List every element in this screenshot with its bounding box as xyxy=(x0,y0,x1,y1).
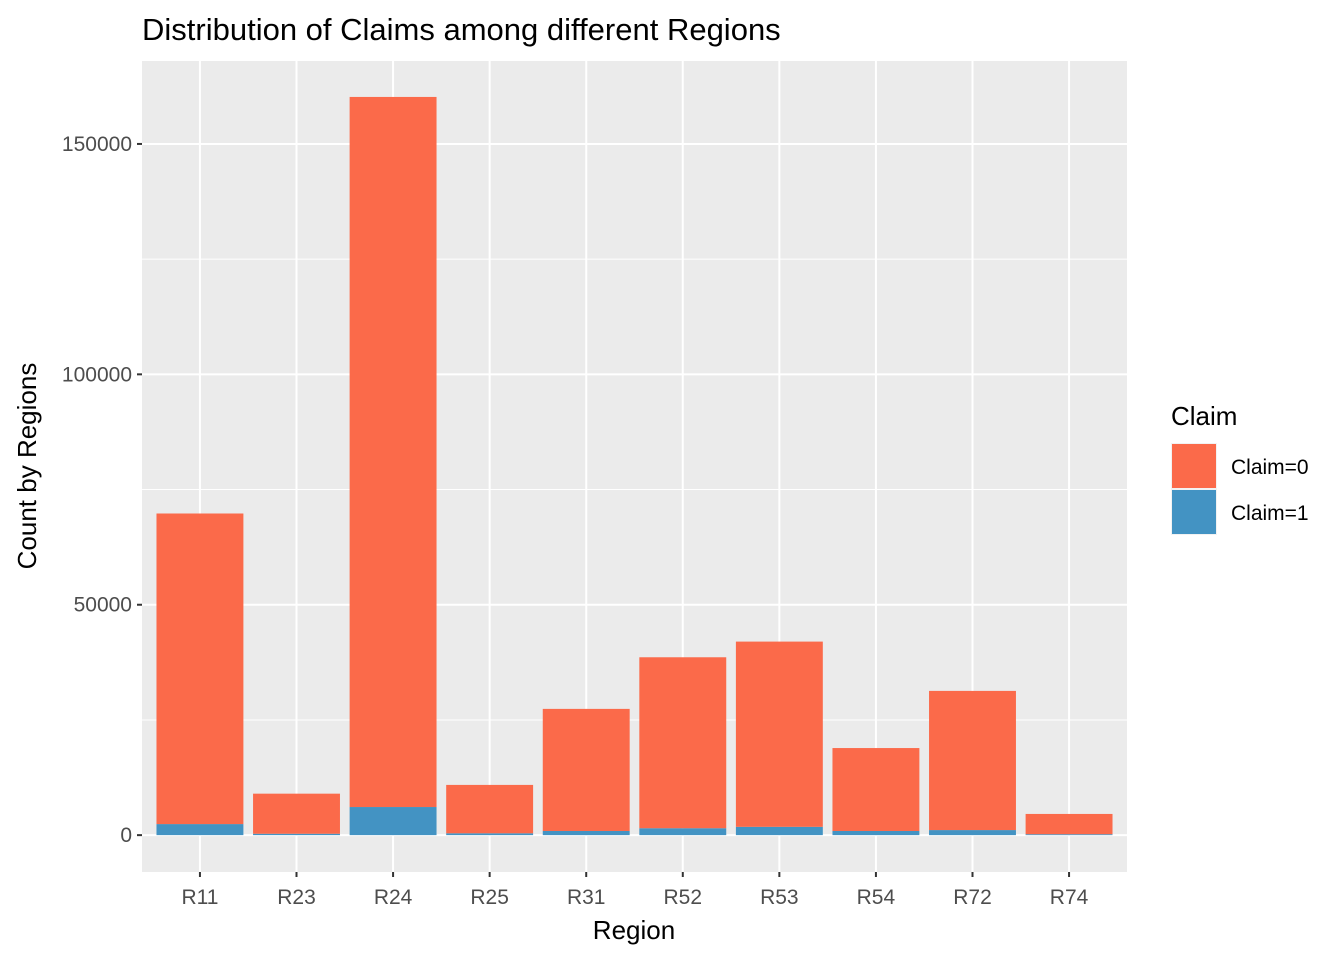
y-tick-label: 100000 xyxy=(62,363,132,386)
bar-r53-claim-1 xyxy=(735,826,823,836)
bar-r54-claim-0 xyxy=(832,748,920,831)
bar-r72-claim-0 xyxy=(929,690,1016,831)
bars xyxy=(156,96,1113,836)
bar-r11-claim-1 xyxy=(156,824,244,836)
legend: Claim Claim=0 Claim=1 xyxy=(1171,401,1309,535)
chart-title: Distribution of Claims among different R… xyxy=(142,12,781,47)
x-tick-label: R52 xyxy=(664,886,703,909)
bar-r31-claim-1 xyxy=(542,830,630,836)
x-tick-label: R23 xyxy=(277,886,316,909)
bar-r25-claim-0 xyxy=(446,784,534,834)
y-tick-label: 0 xyxy=(120,824,132,847)
legend-swatch xyxy=(1172,490,1216,534)
x-axis-title: Region xyxy=(593,915,675,945)
legend-label: Claim=0 xyxy=(1231,456,1309,479)
x-tick-label: R11 xyxy=(181,886,218,909)
x-tick-label: R74 xyxy=(1050,886,1089,909)
bar-r24-claim-0 xyxy=(349,96,437,808)
y-axis: 0 50000 100000 150000 xyxy=(62,133,142,847)
legend-title: Claim xyxy=(1171,401,1237,431)
bar-r31-claim-0 xyxy=(542,708,630,831)
legend-label: Claim=1 xyxy=(1231,502,1309,525)
bar-r25-claim-1 xyxy=(446,833,534,836)
bar-r23-claim-1 xyxy=(253,833,340,836)
y-axis-title: Count by Regions xyxy=(12,363,42,570)
legend-swatch xyxy=(1172,444,1216,488)
bar-r54-claim-1 xyxy=(832,830,920,836)
x-tick-label: R72 xyxy=(953,886,992,909)
x-tick-label: R31 xyxy=(567,886,606,909)
x-tick-label: R24 xyxy=(374,886,413,909)
x-tick-label: R25 xyxy=(470,886,509,909)
bar-r74-claim-0 xyxy=(1025,813,1113,835)
bar-r52-claim-1 xyxy=(639,828,727,836)
bar-r52-claim-0 xyxy=(639,657,727,829)
bar-r53-claim-0 xyxy=(735,641,823,827)
bar-r23-claim-0 xyxy=(253,793,340,834)
bar-r11-claim-0 xyxy=(156,513,244,825)
y-tick-label: 50000 xyxy=(74,594,132,617)
x-axis: R11 R23 R24 R25 R31 R52 R53 R54 R72 R74 xyxy=(181,872,1089,909)
bar-r24-claim-1 xyxy=(349,807,437,836)
bar-r72-claim-1 xyxy=(929,830,1016,836)
x-tick-label: R53 xyxy=(760,886,799,909)
x-tick-label: R54 xyxy=(857,886,896,909)
bar-r74-claim-1 xyxy=(1025,834,1113,836)
y-tick-label: 150000 xyxy=(62,133,132,156)
